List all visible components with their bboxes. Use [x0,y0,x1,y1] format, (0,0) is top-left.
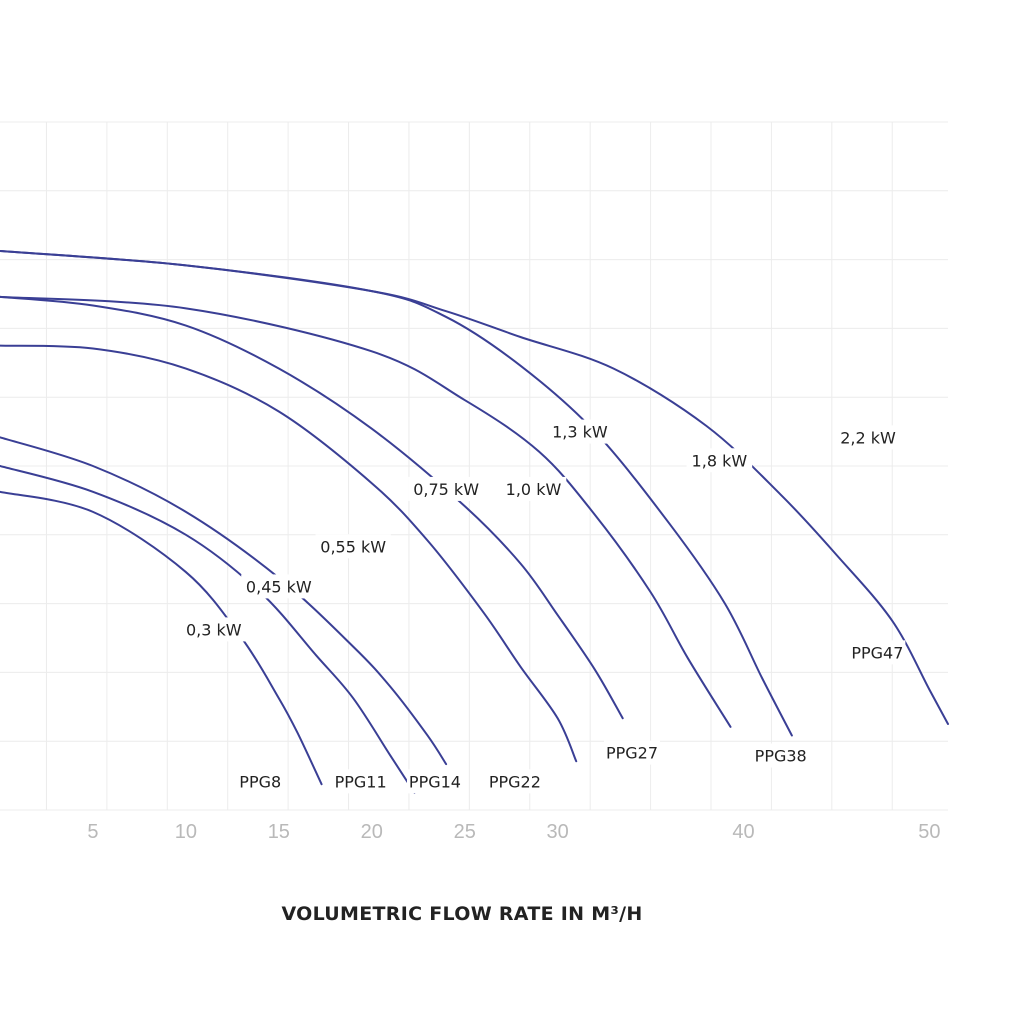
curve-label-background [752,743,809,768]
grid [0,121,948,811]
curve-label-background [408,476,484,501]
curve-label: PPG27 [604,740,660,765]
curve-label: PPG11 [332,769,389,794]
curve-label-background [500,476,567,501]
curve-label-text: PPG8 [239,772,281,791]
curve-label: 1,8 kW [686,448,753,473]
curve-label: PPG22 [486,769,543,794]
performance-curve-series-8 [0,250,949,725]
x-tick-label: 20 [361,821,383,843]
curve-label-text: 0,45 kW [246,577,312,596]
x-tick-label: 50 [918,821,940,843]
x-tick-label: 25 [454,821,476,843]
curve-label: 0,45 kW [241,574,317,599]
curve-label: 2,2 kW [835,425,901,450]
curve-label-text: PPG11 [335,772,387,791]
x-tick-label: 30 [547,821,569,843]
curve-label-text: 1,8 kW [692,451,748,470]
curve-label-text: 0,3 kW [186,620,242,639]
curves [0,250,949,794]
curve-label: 0,55 kW [315,534,391,559]
performance-curve-ppg11 [0,465,416,794]
curve-labels: 0,3 kW 0,45 kW 0,55 kW 0,75 kW 1,0 kW 1,3 kW 1… [180,419,906,794]
curve-label-background [604,740,660,765]
x-tick-label: 5 [87,821,98,843]
x-tick-label: 15 [268,821,290,843]
curve-label-text: PPG27 [606,744,658,763]
curve-label-background [315,534,391,559]
curve-label: 1,3 kW [547,419,613,444]
curve-label: PPG47 [849,640,906,665]
curve-label-background [849,640,906,665]
curve-label: PPG8 [237,769,284,794]
curve-label-background [237,769,284,794]
performance-curve-ppg47 [0,250,793,737]
x-tick-label: 10 [175,821,197,843]
curve-label-text: PPG14 [409,772,461,791]
curve-label-background [332,769,389,794]
curve-label-background [406,769,463,794]
curve-label: PPG14 [406,769,463,794]
x-tick-label: 40 [732,821,754,843]
x-tick-labels: 5 10 15 20 25 30 40 50 [87,821,940,843]
curve-label-background [486,769,543,794]
curve-label: 0,3 kW [180,617,247,642]
curve-label-background [686,448,753,473]
curve-label-text: 0,55 kW [320,537,386,556]
curve-label: 0,75 kW [408,476,484,501]
curve-label-text: PPG38 [755,747,807,766]
curve-label-text: 1,0 kW [506,480,562,499]
x-axis-label: VOLUMETRIC FLOW RATE IN M³/H [281,903,642,925]
curve-label-text: 1,3 kW [552,423,608,442]
curve-label-background [180,617,247,642]
curve-label: PPG38 [752,743,809,768]
curve-label-background [241,574,317,599]
curve-label-background [835,425,901,450]
performance-curve-ppg8 [0,490,323,786]
curve-label: 1,0 kW [500,476,567,501]
curve-label-text: 0,75 kW [413,480,479,499]
curve-label-text: 2,2 kW [840,428,896,447]
performance-curve-ppg22 [0,344,578,763]
performance-curve-ppg27 [0,295,624,720]
curve-label-background [547,419,613,444]
curve-label-text: PPG22 [489,772,541,791]
curve-label-text: PPG47 [851,643,903,662]
performance-curve-ppg14 [0,436,448,766]
performance-curve-ppg38 [0,295,732,728]
